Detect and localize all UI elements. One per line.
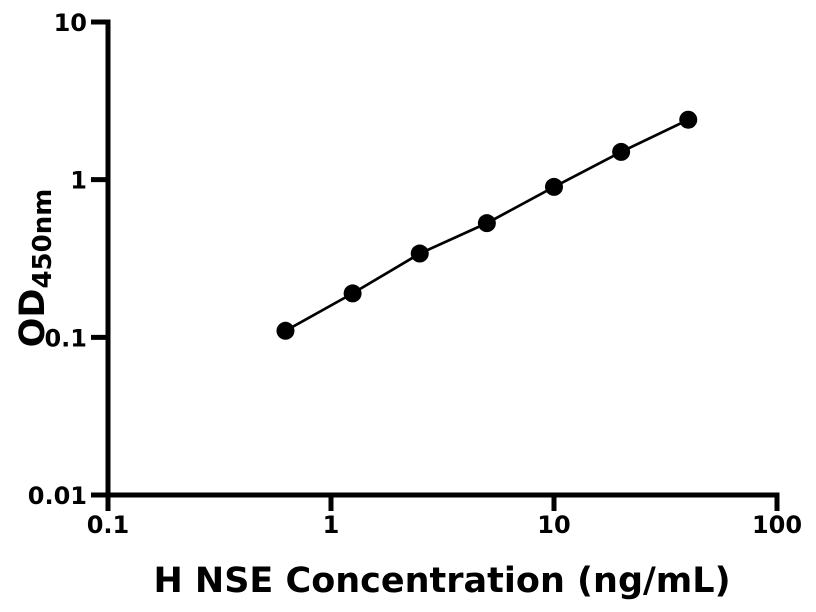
data-point [477, 214, 496, 233]
data-point [612, 142, 631, 161]
series-layer [276, 110, 698, 340]
data-point [679, 110, 698, 129]
data-point [545, 177, 563, 196]
y-tick-label: 10 [54, 9, 87, 37]
x-tick-label: 0.1 [87, 511, 130, 539]
y-tick-label: 0.01 [28, 482, 87, 510]
x-tick-label: 100 [752, 511, 802, 539]
x-axis-title: H NSE Concentration (ng/mL) [153, 561, 730, 601]
data-point [276, 321, 295, 340]
y-tick-label: 1 [70, 167, 87, 195]
y-axis-title-sub: 450nm [28, 189, 58, 289]
x-tick-label: 1 [323, 511, 340, 539]
y-axis-title: OD450nm [13, 189, 58, 348]
y-axis-title-main: OD [13, 289, 53, 348]
x-tick-label: 10 [537, 511, 570, 539]
data-point [410, 244, 429, 263]
data-point [343, 284, 362, 303]
y-tick-label: 0.1 [44, 324, 87, 352]
